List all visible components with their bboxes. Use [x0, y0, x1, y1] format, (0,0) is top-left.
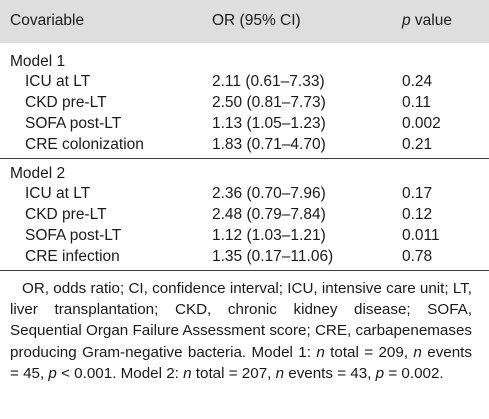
table-row: ICU at LT 2.36 (0.70–7.96) 0.17 — [0, 183, 489, 205]
covariable-cell: CRE colonization — [25, 136, 144, 153]
covariable-cell: CKD pre-LT — [25, 94, 107, 111]
covariable-cell: SOFA post-LT — [25, 227, 122, 244]
group-title-row: Model 2 — [0, 163, 489, 185]
header-covariable: Covariable — [10, 12, 85, 29]
or-ci-cell: 2.48 (0.79–7.84) — [212, 206, 326, 223]
covariable-cell: CRE infection — [25, 248, 120, 265]
footnote-text: events = 43, — [284, 364, 376, 382]
group-title: Model 1 — [10, 53, 66, 70]
table-footnote: OR, odds ratio; CI, confidence interval;… — [10, 278, 472, 384]
footnote-abbreviations: OR, odds ratio; CI, confidence interval;… — [10, 280, 472, 361]
header-p-italic: p — [402, 12, 411, 29]
header-or-ci: OR (95% CI) — [212, 12, 301, 29]
or-ci-cell: 1.12 (1.03–1.21) — [212, 227, 326, 244]
p-value-cell: 0.78 — [402, 248, 433, 265]
or-ci-cell: 1.13 (1.05–1.23) — [212, 115, 326, 132]
footnote-n-symbol: n — [275, 364, 285, 382]
group-title-row: Model 1 — [0, 51, 489, 73]
footnote-p-symbol: p — [48, 364, 57, 382]
footnote-text: total = 209, — [324, 343, 414, 361]
table-row: CRE colonization 1.83 (0.71–4.70) 0.21 — [0, 134, 489, 156]
or-ci-cell: 1.35 (0.17–11.06) — [212, 248, 334, 265]
table-row: CRE infection 1.35 (0.17–11.06) 0.78 — [0, 246, 489, 268]
table-row: CKD pre-LT 2.48 (0.79–7.84) 0.12 — [0, 204, 489, 226]
or-ci-cell: 1.83 (0.71–4.70) — [212, 136, 326, 153]
footnote-text: total = 207, — [191, 364, 276, 382]
footnote-text: < 0.001. Model 2: — [56, 364, 184, 382]
footnote-n-symbol: n — [413, 343, 422, 361]
footnote-n-symbol: n — [183, 364, 192, 382]
p-value-cell: 0.011 — [402, 227, 440, 244]
footnote-p-symbol: p — [375, 364, 385, 382]
p-value-cell: 0.24 — [402, 73, 433, 90]
table-row: SOFA post-LT 1.12 (1.03–1.21) 0.011 — [0, 225, 489, 247]
p-value-cell: 0.002 — [402, 115, 441, 132]
section-divider — [0, 158, 489, 159]
or-ci-cell: 2.36 (0.70–7.96) — [212, 185, 326, 202]
covariable-cell: CKD pre-LT — [25, 206, 107, 223]
table-row: SOFA post-LT 1.13 (1.05–1.23) 0.002 — [0, 113, 489, 135]
p-value-cell: 0.12 — [402, 206, 433, 223]
p-value-cell: 0.17 — [402, 185, 433, 202]
table-row: CKD pre-LT 2.50 (0.81–7.73) 0.11 — [0, 92, 489, 114]
footnote-n-symbol: n — [316, 343, 325, 361]
table-bottom-rule — [0, 270, 489, 271]
p-value-cell: 0.11 — [402, 94, 432, 111]
header-p-value: p value — [402, 10, 452, 32]
covariable-cell: SOFA post-LT — [25, 115, 122, 132]
table-header: Covariable OR (95% CI) p value — [0, 0, 489, 43]
footnote-text: = 0.002. — [384, 364, 444, 382]
or-ci-cell: 2.50 (0.81–7.73) — [212, 94, 326, 111]
header-p-rest: value — [410, 12, 452, 29]
covariable-cell: ICU at LT — [25, 73, 91, 90]
covariable-cell: ICU at LT — [25, 185, 91, 202]
footnote-text: events = 45, — [10, 343, 472, 382]
or-ci-cell: 2.11 (0.61–7.33) — [212, 73, 325, 90]
group-title: Model 2 — [10, 165, 66, 182]
header-row: Covariable OR (95% CI) p value — [0, 10, 489, 32]
table-row: ICU at LT 2.11 (0.61–7.33) 0.24 — [0, 71, 489, 93]
p-value-cell: 0.21 — [402, 136, 433, 153]
